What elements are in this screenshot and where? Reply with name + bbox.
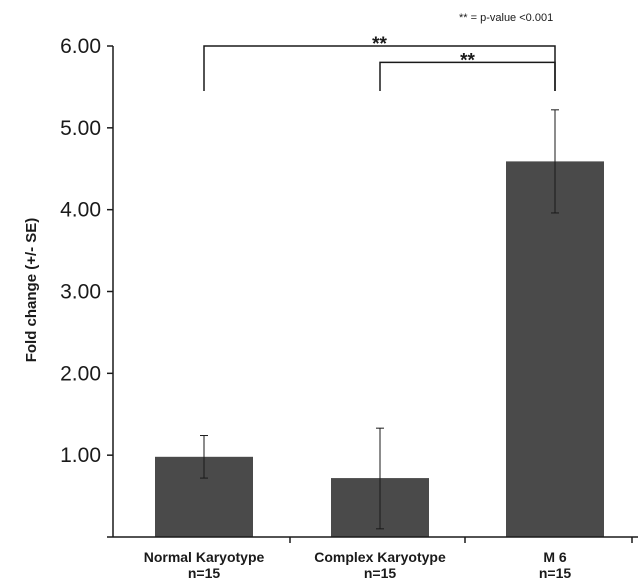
y-tick-label: 1.00 — [60, 444, 101, 467]
y-axis-label: Fold change (+/- SE) — [23, 218, 40, 363]
y-tick-label: 5.00 — [60, 117, 101, 140]
y-tick-label: 3.00 — [60, 281, 101, 304]
y-tick-label: 2.00 — [60, 362, 101, 385]
bars — [155, 109, 604, 537]
significance-label: ** — [372, 34, 387, 55]
significance-note: ** = p-value <0.001 — [459, 12, 553, 24]
category-label: M 6 — [543, 549, 567, 565]
category-count: n=15 — [188, 565, 221, 581]
y-axis-ticks: 1.00 2.00 3.00 4.00 5.00 6.00 — [60, 35, 633, 543]
significance-label: ** — [460, 50, 475, 71]
category-label: Normal Karyotype — [144, 549, 265, 565]
category-count: n=15 — [364, 565, 397, 581]
significance-bracket — [379, 61, 556, 92]
category-label: Complex Karyotype — [314, 549, 446, 565]
bar — [506, 161, 604, 537]
significance-brackets: ** ** — [203, 34, 556, 92]
category-count: n=15 — [539, 565, 572, 581]
y-tick-label: 4.00 — [60, 199, 101, 222]
y-tick-label: 6.00 — [60, 35, 101, 58]
